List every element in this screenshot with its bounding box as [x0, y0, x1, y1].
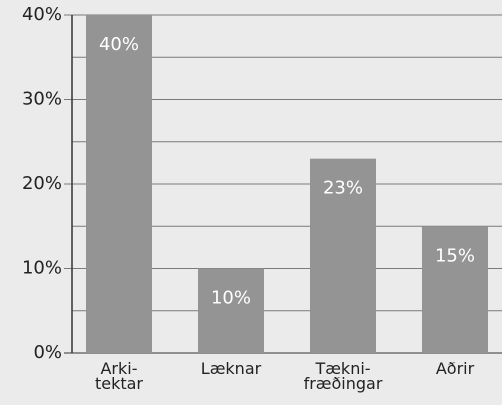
- bar: [198, 268, 264, 353]
- bar: [310, 158, 376, 353]
- value-label: 23%: [323, 178, 363, 199]
- value-label: 40%: [99, 34, 139, 55]
- y-tick-label: 30%: [22, 89, 62, 110]
- bar: [422, 226, 488, 353]
- value-label: 10%: [211, 288, 251, 309]
- x-tick-label: Læknar: [200, 359, 262, 378]
- x-tick-label: Arki- tektar: [94, 359, 144, 393]
- bar: [86, 15, 152, 353]
- y-tick-label: 40%: [22, 4, 62, 25]
- y-tick-label: 10%: [22, 258, 62, 279]
- value-label: 15%: [435, 245, 475, 266]
- x-tick-label: Tækni- fræðingar: [303, 359, 383, 393]
- y-tick-label: 20%: [22, 173, 62, 194]
- x-tick-label: Aðrir: [435, 359, 475, 378]
- y-tick-label: 0%: [33, 342, 62, 363]
